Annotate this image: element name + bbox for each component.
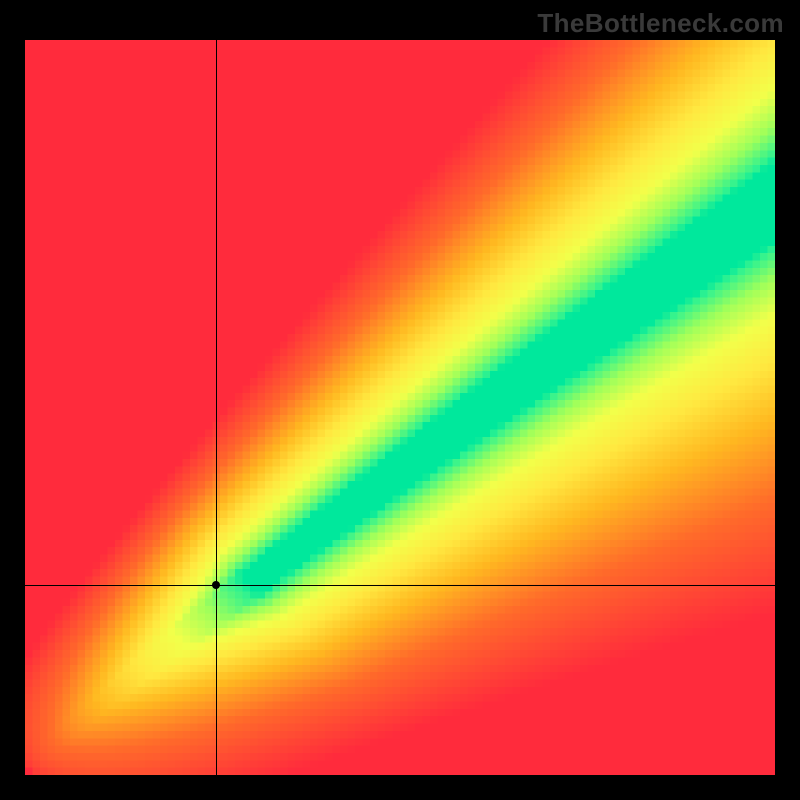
chart-frame: TheBottleneck.com	[0, 0, 800, 800]
watermark-text: TheBottleneck.com	[537, 8, 784, 39]
bottleneck-heatmap	[25, 40, 775, 775]
